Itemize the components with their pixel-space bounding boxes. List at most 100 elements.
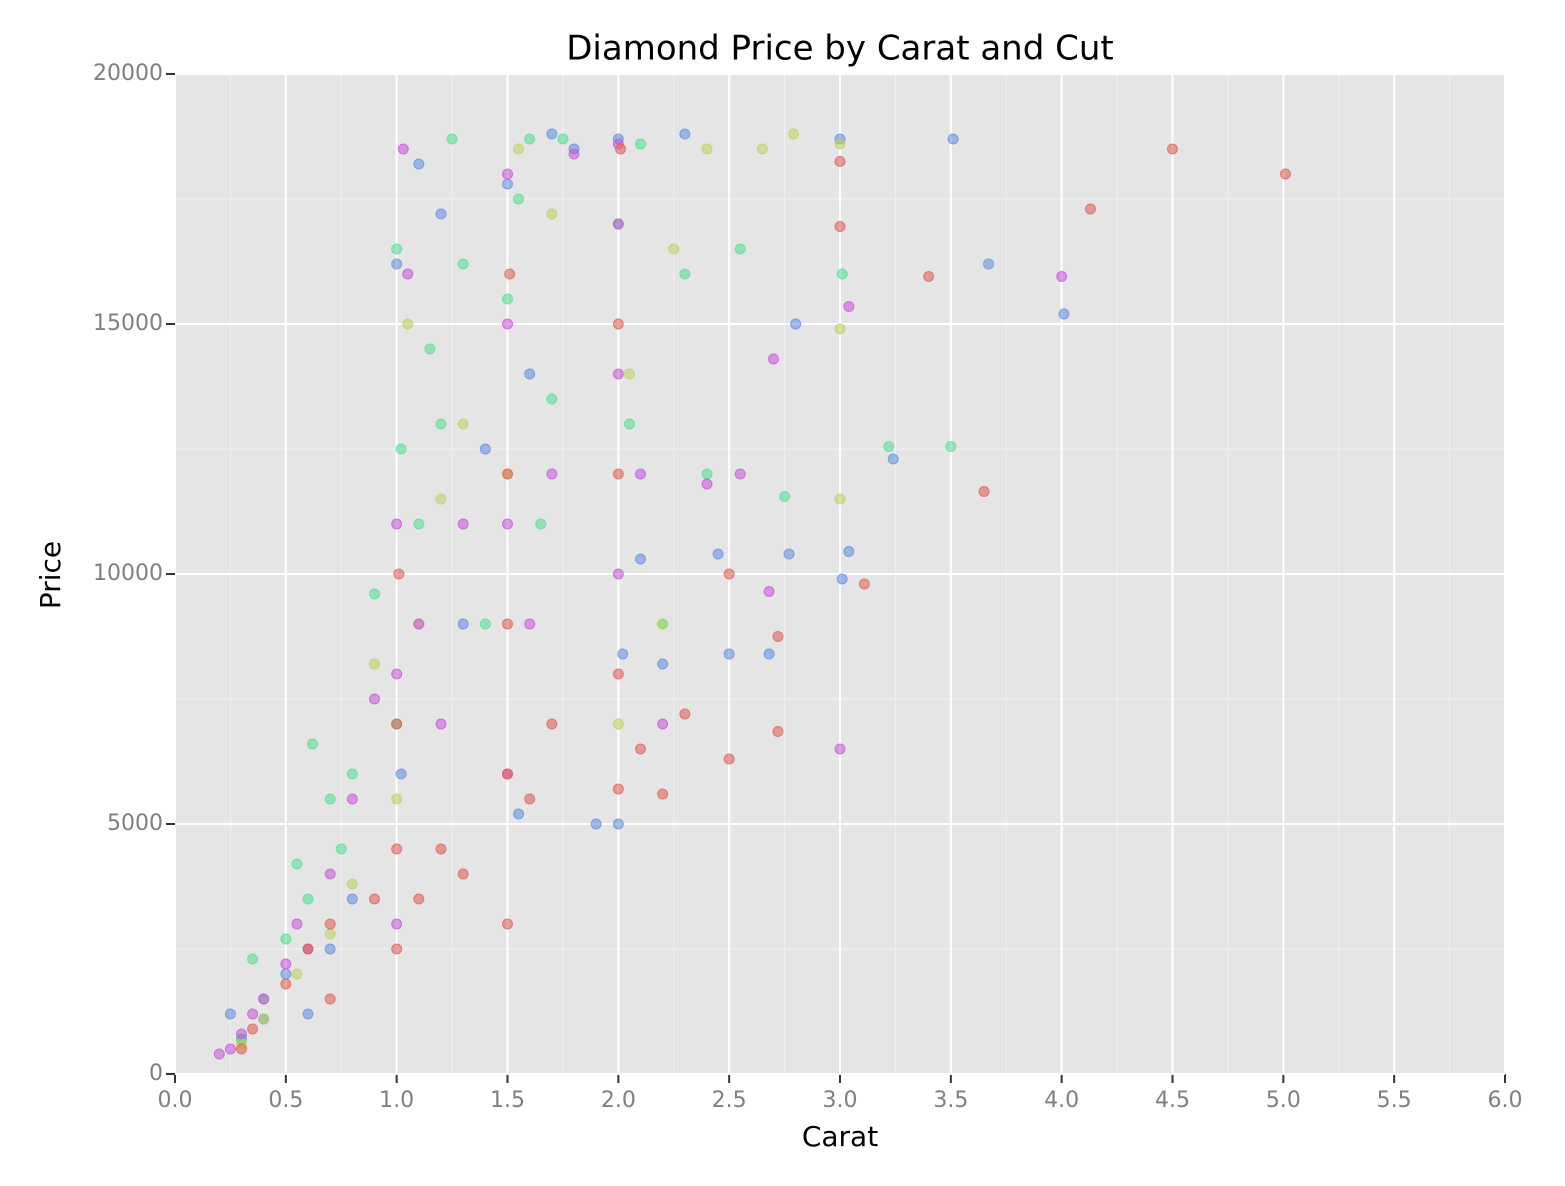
x-tick-label: 0.5: [268, 1088, 303, 1113]
scatter-point: [324, 928, 336, 940]
scatter-point: [843, 546, 855, 557]
scatter-point: [763, 648, 775, 660]
scatter-point: [302, 943, 314, 955]
scatter-point: [502, 178, 513, 190]
scatter-point: [1167, 143, 1178, 155]
scatter-point: [457, 258, 469, 270]
scatter-point: [679, 268, 691, 280]
scatter-point: [479, 443, 491, 455]
scatter-point: [712, 548, 724, 560]
scatter-point: [395, 443, 407, 455]
scatter-point: [978, 486, 990, 497]
scatter-point: [1280, 168, 1292, 180]
scatter-point: [734, 243, 746, 255]
x-tick-label: 4.5: [1155, 1088, 1190, 1113]
scatter-point: [701, 468, 713, 480]
scatter-point: [346, 768, 358, 780]
scatter-point: [391, 843, 403, 855]
scatter-point: [657, 788, 669, 800]
scatter-point: [324, 868, 336, 880]
x-axis-label: Carat: [802, 1120, 878, 1153]
scatter-point: [612, 568, 624, 580]
scatter-point: [947, 133, 959, 145]
scatter-point: [923, 271, 935, 282]
x-tick-label: 1.0: [379, 1088, 414, 1113]
scatter-point: [657, 718, 669, 730]
scatter-point: [623, 368, 635, 380]
scatter-point: [756, 143, 768, 155]
scatter-point: [679, 128, 691, 140]
scatter-point: [413, 158, 425, 170]
scatter-point: [335, 843, 347, 855]
scatter-point: [524, 793, 536, 805]
scatter-point: [391, 718, 403, 730]
scatter-point: [615, 143, 627, 155]
scatter-point: [236, 1043, 247, 1055]
scatter-point: [612, 783, 624, 795]
scatter-point: [635, 743, 646, 755]
scatter-point: [393, 568, 405, 580]
scatter-point: [612, 468, 624, 480]
scatter-point: [502, 518, 513, 530]
scatter-point: [546, 393, 558, 405]
scatter-point: [635, 468, 646, 480]
scatter-point: [457, 518, 469, 530]
scatter-point: [546, 718, 558, 730]
scatter-point: [391, 793, 403, 805]
scatter-point: [291, 968, 303, 980]
scatter-point: [612, 718, 624, 730]
scatter-point: [435, 208, 447, 220]
scatter-point: [723, 753, 735, 765]
scatter-point: [524, 368, 536, 380]
y-axis-label: Price: [34, 541, 67, 609]
scatter-point: [402, 318, 414, 330]
scatter-point: [502, 168, 513, 180]
scatter-point: [772, 631, 784, 642]
scatter-point: [457, 868, 469, 880]
scatter-point: [635, 138, 646, 150]
scatter-point: [391, 918, 403, 930]
scatter-point: [324, 993, 336, 1005]
scatter-point: [258, 993, 270, 1005]
scatter-point: [834, 493, 846, 505]
scatter-point: [306, 738, 318, 750]
scatter-point: [346, 793, 358, 805]
scatter-point: [657, 658, 669, 670]
scatter-point: [1056, 271, 1068, 282]
scatter-point: [858, 578, 870, 590]
scatter-point: [502, 318, 513, 330]
scatter-point: [612, 318, 624, 330]
scatter-point: [280, 978, 292, 990]
x-tick-label: 3.5: [933, 1088, 968, 1113]
scatter-point: [945, 441, 957, 452]
scatter-point: [668, 243, 680, 255]
scatter-point: [247, 1023, 259, 1035]
scatter-point: [557, 133, 569, 145]
scatter-point: [834, 221, 846, 232]
scatter-point: [883, 441, 895, 452]
y-tick-label: 15000: [93, 311, 163, 336]
scatter-point: [546, 128, 558, 140]
scatter-point: [457, 418, 469, 430]
scatter-point: [369, 588, 380, 600]
scatter-point: [635, 553, 646, 565]
scatter-point: [502, 918, 513, 930]
x-tick-label: 3.0: [823, 1088, 858, 1113]
scatter-point: [258, 1013, 270, 1025]
scatter-point: [834, 138, 846, 150]
x-tick-label: 0.0: [158, 1088, 193, 1113]
scatter-point: [413, 518, 425, 530]
scatter-point: [513, 808, 525, 820]
scatter-point: [843, 301, 855, 312]
scatter-point: [535, 518, 547, 530]
scatter-point: [504, 268, 516, 280]
scatter-point: [723, 648, 735, 660]
scatter-point: [834, 156, 846, 167]
scatter-point: [790, 318, 802, 330]
x-tick-label: 2.0: [601, 1088, 636, 1113]
scatter-point: [734, 468, 746, 480]
scatter-point: [723, 568, 735, 580]
scatter-point: [397, 143, 409, 155]
scatter-point: [369, 693, 380, 705]
scatter-point: [435, 843, 447, 855]
